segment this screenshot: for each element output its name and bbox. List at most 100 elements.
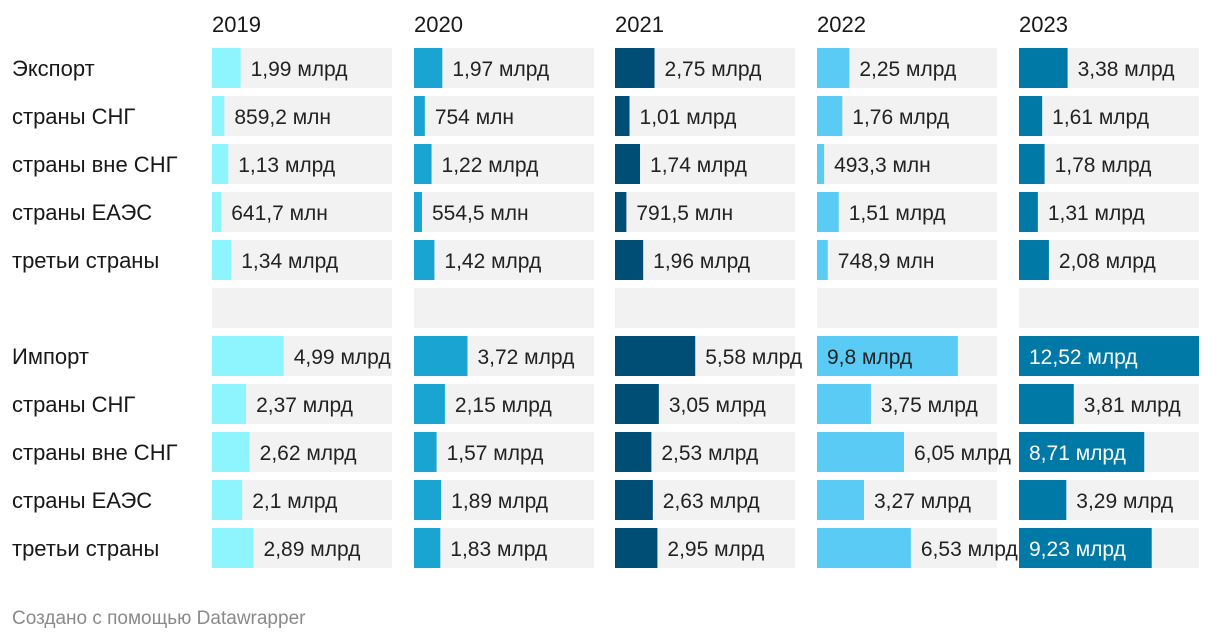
bar-2019 <box>212 480 243 520</box>
value-label: 1,83 млрд <box>450 538 547 561</box>
bar-track <box>1019 192 1199 232</box>
bar-2020 <box>414 96 425 136</box>
value-label: 748,9 млн <box>838 250 935 273</box>
bar-2020 <box>414 480 442 520</box>
bar-track <box>414 192 594 232</box>
value-label: 1,76 млрд <box>852 106 949 129</box>
year-header-2023: 2023 <box>1019 12 1068 37</box>
value-label: 859,2 млн <box>234 106 331 129</box>
bar-2019 <box>212 48 241 88</box>
bar-track <box>615 192 795 232</box>
value-label: 1,78 млрд <box>1055 154 1152 177</box>
value-label: 3,38 млрд <box>1078 58 1175 81</box>
value-label: 1,22 млрд <box>442 154 539 177</box>
bar-2022 <box>817 432 904 472</box>
value-label: 2,89 млрд <box>264 538 361 561</box>
footer-credit[interactable]: Создано с помощью Datawrapper <box>12 608 306 629</box>
bar-2019 <box>212 528 254 568</box>
bar-2020 <box>414 384 445 424</box>
bar-2021 <box>615 96 630 136</box>
bar-2023 <box>1019 240 1049 280</box>
bar-track <box>817 240 997 280</box>
value-label: 2,25 млрд <box>859 58 956 81</box>
bar-2023 <box>1019 336 1199 376</box>
bar-2021 <box>615 144 641 184</box>
row-label: страны ЕАЭС <box>12 488 152 513</box>
value-label: 1,89 млрд <box>451 490 548 513</box>
value-label: 1,34 млрд <box>241 250 338 273</box>
bar-2021 <box>615 528 658 568</box>
row-label: страны вне СНГ <box>12 152 178 177</box>
value-label: 1,61 млрд <box>1052 106 1149 129</box>
value-label: 6,05 млрд <box>914 442 1011 465</box>
bar-track <box>817 96 997 136</box>
bar-track <box>1019 144 1199 184</box>
bar-track <box>414 480 594 520</box>
bar-table-chart: 2019 2020 2021 2022 2023 Экспорт 1,99 млрд 1,97… <box>12 12 1199 568</box>
bar-2020 <box>414 48 443 88</box>
row-label: Экспорт <box>12 56 95 81</box>
value-label: 3,05 млрд <box>669 394 766 417</box>
bar-2020 <box>414 240 435 280</box>
value-label: 1,42 млрд <box>444 250 541 273</box>
row-label: Импорт <box>12 344 89 369</box>
bar-2021 <box>615 384 659 424</box>
bar-track <box>615 288 795 328</box>
bar-2022 <box>817 192 839 232</box>
bar-2021 <box>615 48 655 88</box>
bar-track <box>414 48 594 88</box>
bar-track <box>414 96 594 136</box>
bar-2022 <box>817 480 865 520</box>
value-label: 8,71 млрд <box>1029 442 1126 465</box>
year-header-2022: 2022 <box>817 12 866 37</box>
bar-track <box>414 240 594 280</box>
bar-track <box>1019 288 1199 328</box>
bar-2019 <box>212 240 232 280</box>
value-label: 3,81 млрд <box>1084 394 1181 417</box>
value-label: 3,72 млрд <box>477 346 574 369</box>
value-label: 1,31 млрд <box>1048 202 1145 225</box>
bar-2023 <box>1019 432 1145 472</box>
value-label: 2,1 млрд <box>252 490 337 513</box>
value-label: 2,15 млрд <box>455 394 552 417</box>
bar-track <box>1019 240 1199 280</box>
bar-track <box>817 192 997 232</box>
bar-2022 <box>817 96 843 136</box>
bar-track <box>414 528 594 568</box>
year-header-2019: 2019 <box>212 12 261 37</box>
bar-2022 <box>817 528 911 568</box>
bar-track <box>212 240 392 280</box>
value-label: 3,75 млрд <box>881 394 978 417</box>
value-label: 2,63 млрд <box>663 490 760 513</box>
value-label: 2,37 млрд <box>256 394 353 417</box>
bar-track <box>212 192 392 232</box>
bar-2021 <box>615 480 653 520</box>
value-label: 791,5 млн <box>636 202 733 225</box>
bar-2020 <box>414 144 432 184</box>
bar-2020 <box>414 192 422 232</box>
value-label: 3,29 млрд <box>1076 490 1173 513</box>
bar-track <box>414 288 594 328</box>
value-label: 5,58 млрд <box>705 346 802 369</box>
value-label: 6,53 млрд <box>921 538 1018 561</box>
value-label: 1,13 млрд <box>238 154 335 177</box>
value-label: 2,95 млрд <box>667 538 764 561</box>
value-label: 1,99 млрд <box>251 58 348 81</box>
bar-2021 <box>615 192 627 232</box>
bar-2020 <box>414 528 441 568</box>
value-label: 1,97 млрд <box>452 58 549 81</box>
value-label: 9,23 млрд <box>1029 538 1126 561</box>
value-label: 1,51 млрд <box>849 202 946 225</box>
value-label: 4,99 млрд <box>294 346 391 369</box>
bar-track <box>1019 96 1199 136</box>
value-label: 1,01 млрд <box>640 106 737 129</box>
bar-2019 <box>212 432 250 472</box>
bar-2019 <box>212 144 229 184</box>
value-label: 2,62 млрд <box>260 442 357 465</box>
value-label: 1,74 млрд <box>650 154 747 177</box>
bar-2021 <box>615 240 644 280</box>
bar-2019 <box>212 336 284 376</box>
bar-2023 <box>1019 48 1068 88</box>
bar-track <box>817 288 997 328</box>
row-label: страны СНГ <box>12 104 135 129</box>
